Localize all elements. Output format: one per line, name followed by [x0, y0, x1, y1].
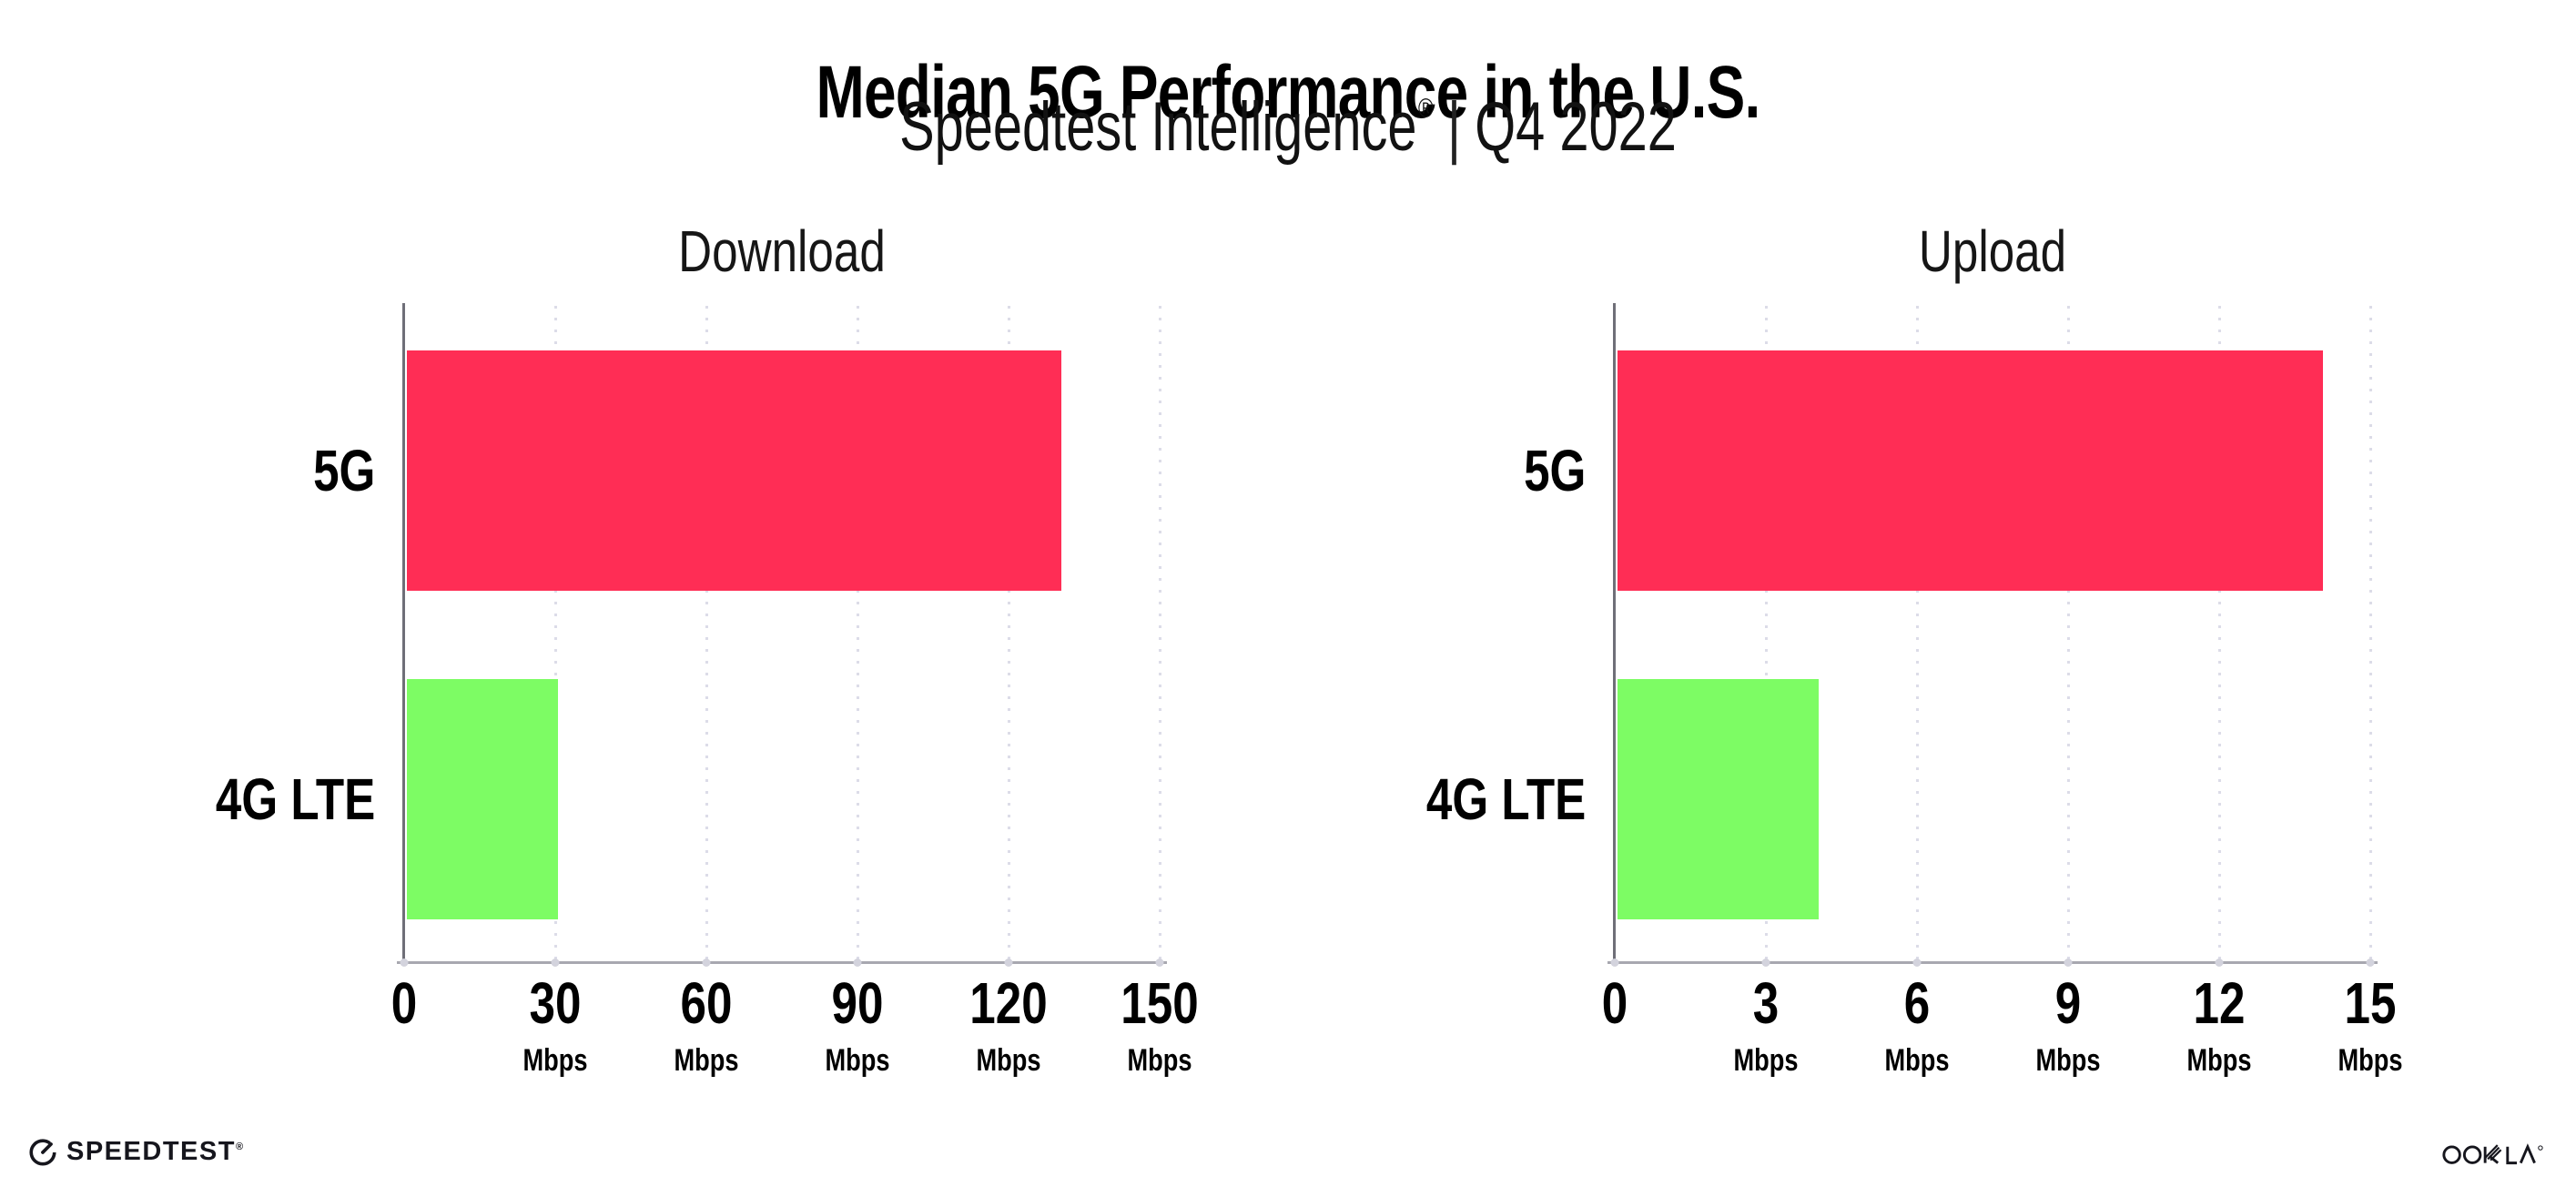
- speedtest-registered-mark: ®: [235, 1141, 244, 1152]
- x-tick-60: 60 Mbps: [674, 974, 738, 1076]
- subtitle-separator: |: [1447, 88, 1462, 166]
- speedtest-logo: SPEEDTEST®: [27, 1136, 243, 1167]
- x-tick-0: 0: [391, 974, 417, 1032]
- axis-tick-dot-6: [1912, 959, 1922, 967]
- subtitle-product: Speedtest Intelligence: [899, 88, 1417, 166]
- panel-title-upload: Upload: [1918, 218, 2067, 284]
- row-label-4g-lte: 4G LTE: [215, 766, 375, 832]
- gridline-3: [1764, 306, 1768, 963]
- x-tick-value: 9: [2054, 970, 2082, 1036]
- page-subtitle: Speedtest Intelligence® | Q4 2022: [309, 93, 2267, 162]
- x-tick-0: 0: [1602, 974, 1628, 1032]
- gridline-30: [553, 306, 557, 963]
- x-tick-unit: Mbps: [2035, 1043, 2101, 1078]
- axis-tick-dot-3: [1761, 959, 1770, 967]
- ookla-logo: [2442, 1138, 2545, 1173]
- gridline-90: [856, 306, 859, 963]
- axis-tick-dot-15: [2366, 959, 2375, 967]
- speedtest-gauge-icon: [27, 1136, 58, 1167]
- x-tick-9: 9 Mbps: [2035, 974, 2100, 1076]
- gridline-6: [1915, 306, 1919, 963]
- panel-title-download: Download: [678, 218, 886, 284]
- gridline-12: [2217, 306, 2221, 963]
- row-label-5g: 5G: [1523, 437, 1586, 503]
- gridline-15: [2368, 306, 2372, 963]
- x-tick-12: 12 Mbps: [2186, 974, 2251, 1076]
- x-tick-120: 120 Mbps: [969, 974, 1047, 1076]
- page-title: Median 5G Performance in the U.S.: [816, 50, 1761, 134]
- x-tick-value: 90: [831, 970, 884, 1036]
- axis-tick-dot-30: [551, 959, 560, 967]
- x-tick-30: 30 Mbps: [522, 974, 587, 1076]
- registered-mark: ®: [1418, 94, 1434, 124]
- x-tick-value: 6: [1903, 970, 1931, 1036]
- x-tick-6: 6 Mbps: [1884, 974, 1949, 1076]
- x-tick-value: 3: [1752, 970, 1780, 1036]
- x-tick-value: 120: [969, 970, 1048, 1036]
- x-tick-value: 60: [680, 970, 733, 1036]
- bar-4g-lte-upload: [1618, 678, 1820, 919]
- x-tick-150: 150 Mbps: [1121, 974, 1198, 1076]
- x-tick-unit: Mbps: [825, 1043, 890, 1078]
- axis-tick-dot-150: [1155, 959, 1164, 967]
- gridline-9: [2066, 306, 2070, 963]
- gridline-150: [1158, 306, 1161, 963]
- plot-area-upload: 0 3 Mbps 6 Mbps 9 Mbps 12 Mbps 15 Mbps 5G 4G LTE: [1426, 303, 2403, 1076]
- axis-tick-dot-0: [1610, 959, 1619, 967]
- x-tick-unit: Mbps: [1127, 1043, 1192, 1078]
- chart-panel-upload: Upload 0 3 Mbps 6 Mbps 9 Mbps 12 Mbps 15 Mbps 5G 4G …: [1426, 0, 2403, 1197]
- subtitle-period: Q4 2022: [1475, 88, 1677, 166]
- speedtest-wordmark: SPEEDTEST®: [66, 1136, 244, 1166]
- bar-5g-download: [407, 350, 1062, 591]
- x-tick-unit: Mbps: [2186, 1043, 2252, 1078]
- axis-tick-dot-9: [2064, 959, 2073, 967]
- x-tick-unit: Mbps: [1884, 1043, 1950, 1078]
- y-axis-spine: [1613, 303, 1616, 965]
- x-tick-unit: Mbps: [2338, 1043, 2403, 1078]
- axis-tick-dot-0: [400, 959, 409, 967]
- x-tick-unit: Mbps: [522, 1043, 588, 1078]
- x-tick-3: 3 Mbps: [1733, 974, 1798, 1076]
- plot-area-download: 0 30 Mbps 60 Mbps 90 Mbps 120 Mbps 150 Mbps 5G 4G LT…: [216, 303, 1199, 1076]
- x-tick-value: 30: [529, 970, 582, 1036]
- x-axis-line: [397, 961, 1167, 964]
- x-tick-value: 0: [1601, 970, 1628, 1036]
- bar-5g-upload: [1618, 350, 2323, 591]
- x-tick-value: 12: [2193, 970, 2246, 1036]
- x-tick-unit: Mbps: [1733, 1043, 1799, 1078]
- x-axis-line: [1607, 961, 2378, 964]
- chart-panel-download: Download 0 30 Mbps 60 Mbps 90 Mbps 120 Mbps 150 Mb…: [216, 0, 1199, 1197]
- x-tick-90: 90 Mbps: [825, 974, 889, 1076]
- x-tick-15: 15 Mbps: [2338, 974, 2402, 1076]
- x-tick-value: 15: [2344, 970, 2397, 1036]
- axis-tick-dot-12: [2215, 959, 2224, 967]
- row-label-5g: 5G: [312, 437, 375, 503]
- axis-tick-dot-120: [1004, 959, 1013, 967]
- y-axis-spine: [402, 303, 405, 965]
- gridline-60: [705, 306, 708, 963]
- x-tick-unit: Mbps: [674, 1043, 739, 1078]
- x-tick-value: 150: [1121, 970, 1199, 1036]
- bar-4g-lte-download: [407, 678, 558, 919]
- axis-tick-dot-60: [702, 959, 711, 967]
- gridline-120: [1007, 306, 1010, 963]
- x-tick-value: 0: [390, 970, 418, 1036]
- x-tick-unit: Mbps: [976, 1043, 1041, 1078]
- row-label-4g-lte: 4G LTE: [1425, 766, 1586, 832]
- axis-tick-dot-90: [853, 959, 862, 967]
